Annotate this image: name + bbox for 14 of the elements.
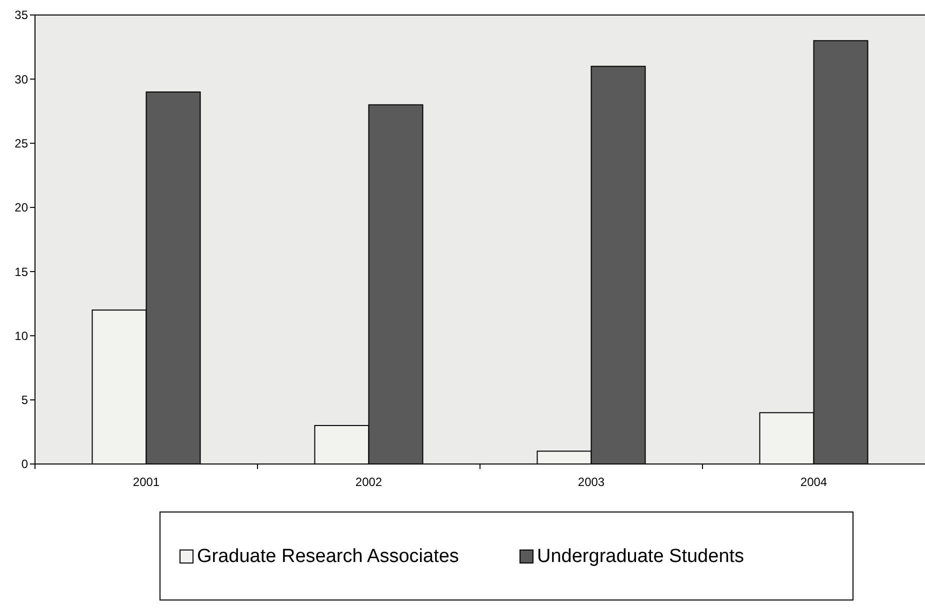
y-tick-label: 10	[14, 328, 28, 343]
x-tick-label: 2001	[132, 475, 160, 489]
y-tick-label: 30	[14, 72, 28, 86]
y-tick-label: 5	[21, 393, 28, 408]
x-tick-label: 2002	[355, 475, 382, 489]
legend-label: Undergraduate Students	[537, 546, 744, 567]
y-tick-label: 15	[14, 264, 28, 279]
legend-label: Graduate Research Associates	[197, 546, 459, 567]
x-tick-label: 2004	[800, 475, 828, 489]
y-tick-label: 20	[14, 200, 28, 215]
y-tick-label: 0	[21, 457, 28, 472]
x-tick-label: 2003	[578, 475, 605, 489]
y-tick-label: 25	[14, 136, 28, 150]
y-tick-label: 35	[14, 8, 28, 22]
